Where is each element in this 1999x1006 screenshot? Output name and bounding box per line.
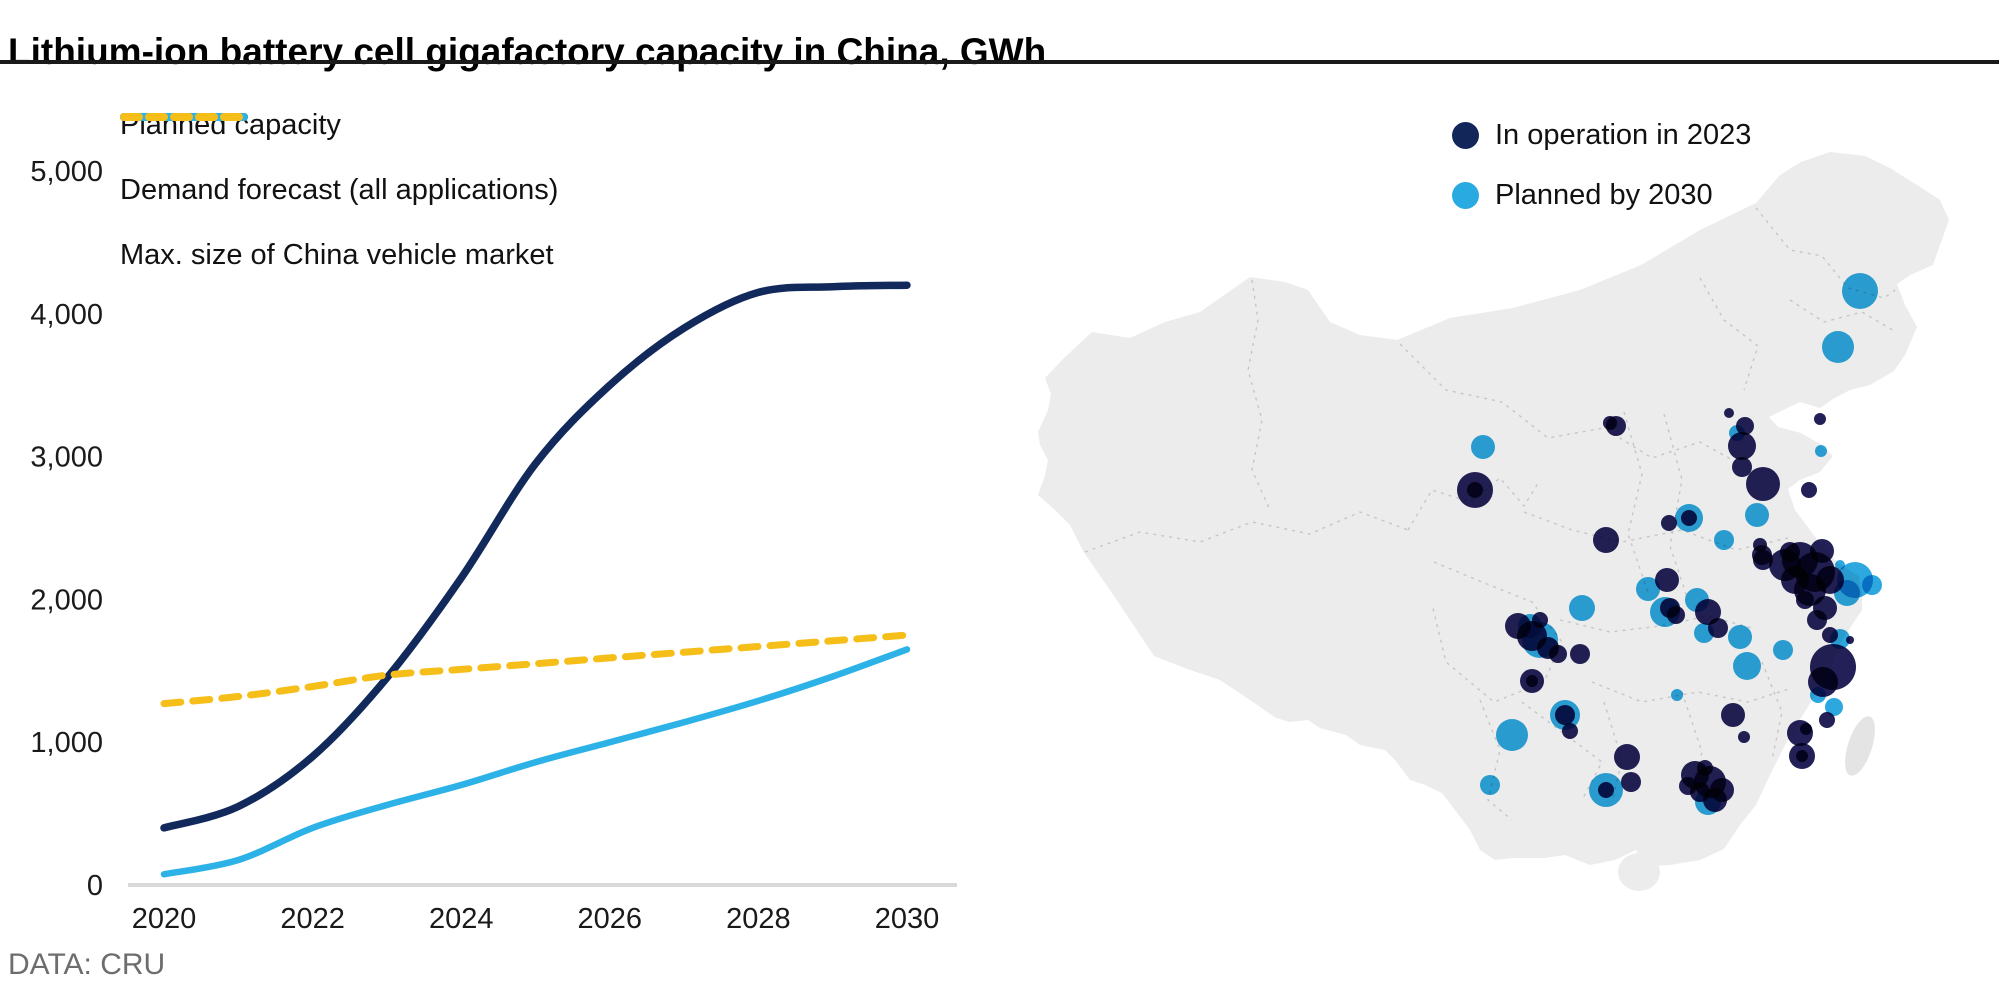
map-legend-label: In operation in 2023: [1495, 118, 1752, 151]
gigafactory-bubble: [1532, 612, 1548, 628]
china-outline: [1038, 152, 1949, 866]
y-axis-tick-label: 0: [87, 870, 103, 902]
max-vehicle-market-dash-swatch: [120, 113, 248, 121]
gigafactory-bubble: [1697, 760, 1713, 776]
x-axis-tick-label: 2020: [132, 903, 197, 935]
title-underline: [0, 60, 1999, 64]
gigafactory-bubble: [1562, 723, 1578, 739]
map-legend-label: Planned by 2030: [1495, 178, 1713, 211]
map-legend: In operation in 2023 Planned by 2030: [1452, 118, 1751, 238]
gigafactory-bubble: [1814, 413, 1826, 425]
gigafactory-bubble: [1695, 599, 1721, 625]
gigafactory-bubble: [1471, 435, 1495, 459]
y-axis-tick-label: 1,000: [30, 727, 103, 759]
gigafactory-bubble: [1773, 640, 1793, 660]
china-gigafactory-map: In operation in 2023 Planned by 2030: [1000, 60, 1999, 1006]
legend-label: Demand forecast (all applications): [120, 173, 559, 206]
chart-legend: Planned capacity Demand forecast (all ap…: [120, 109, 559, 305]
gigafactory-bubble: [1738, 731, 1750, 743]
line-chart-svg: 0 1,000 2,000 3,000 4,000 5,000 2020 2022 2024 20…: [30, 156, 957, 935]
gigafactory-bubble: [1671, 689, 1683, 701]
gigafactory-bubble: [1603, 416, 1617, 430]
chart-line-max-size-of-china-vehicle-market: [160, 631, 911, 708]
gigafactory-bubble: [1724, 408, 1734, 418]
gigafactory-bubble: [1752, 545, 1772, 565]
gigafactory-bubble: [1660, 598, 1680, 618]
chart-line-planned-capacity: [160, 281, 911, 832]
gigafactory-bubble: [1721, 703, 1745, 727]
gigafactory-bubble: [1815, 445, 1827, 457]
gigafactory-bubble: [1801, 482, 1817, 498]
gigafactory-bubble: [1496, 719, 1528, 751]
gigafactory-bubble: [1714, 530, 1734, 550]
gigafactory-bubble: [1825, 698, 1843, 716]
gigafactory-bubble: [1480, 775, 1500, 795]
gigafactory-bubble: [1570, 644, 1590, 664]
gigafactory-bubble: [1736, 417, 1754, 435]
gigafactory-bubble: [1681, 510, 1697, 526]
taiwan-island: [1845, 716, 1875, 776]
gigafactory-bubble: [1555, 705, 1575, 725]
gigafactory-bubble: [1846, 636, 1854, 644]
x-axis-tick-label: 2026: [578, 903, 643, 935]
gigafactory-bubble: [1728, 432, 1756, 460]
gigafactory-bubble: [1636, 577, 1660, 601]
gigafactory-bubble: [1661, 515, 1677, 531]
planned-dot-icon: [1452, 181, 1479, 209]
map-legend-item-planned: Planned by 2030: [1452, 178, 1751, 212]
gigafactory-bubble: [1621, 772, 1641, 792]
gigafactory-bubble: [1593, 527, 1619, 553]
gigafactory-bubble: [1746, 467, 1780, 501]
y-axis-tick-label: 2,000: [30, 584, 103, 616]
x-axis-tick-label: 2022: [280, 903, 345, 935]
china-map-svg: [1038, 152, 1949, 891]
gigafactory-bubble: [1728, 625, 1752, 649]
gigafactory-bubble: [1598, 782, 1614, 798]
data-source-note: DATA: CRU: [8, 948, 166, 981]
gigafactory-bubble: [1796, 591, 1814, 609]
gigafactory-bubble: [1819, 712, 1835, 728]
gigafactory-bubble: [1842, 273, 1878, 309]
chart-line-demand-forecast-all-applications: [160, 646, 911, 878]
gigafactory-bubble: [1614, 744, 1640, 770]
legend-label: Max. size of China vehicle market: [120, 238, 554, 271]
gigafactory-bubble: [1822, 331, 1854, 363]
gigafactory-bubble: [1796, 750, 1808, 762]
gigafactory-bubble: [1733, 652, 1761, 680]
x-axis-tick-label: 2030: [875, 903, 940, 935]
legend-item-max-vehicle-market: Max. size of China vehicle market: [120, 113, 558, 271]
gigafactory-bubble: [1780, 542, 1800, 562]
gigafactory-bubble: [1549, 645, 1567, 663]
operation-dot-icon: [1452, 121, 1479, 149]
bubbles-in-operation-2023: [1457, 408, 1856, 812]
gigafactory-bubble: [1569, 595, 1595, 621]
gigafactory-bubble: [1732, 457, 1752, 477]
y-axis-tick-label: 4,000: [30, 299, 103, 331]
y-axis-tick-label: 5,000: [30, 156, 103, 188]
gigafactory-bubble: [1800, 723, 1812, 735]
legend-item-demand-forecast: Demand forecast (all applications): [120, 113, 559, 206]
gigafactory-bubble: [1808, 667, 1838, 697]
gigafactory-bubble: [1822, 627, 1838, 643]
page-title: Lithium-ion battery cell gigafactory cap…: [8, 30, 1047, 72]
gigafactory-bubble: [1807, 610, 1827, 630]
x-axis-tick-label: 2028: [726, 903, 791, 935]
capacity-line-chart: 0 1,000 2,000 3,000 4,000 5,000 2020 2022 2024 20…: [0, 60, 1000, 1006]
gigafactory-bubble: [1703, 788, 1727, 812]
map-legend-item-operation: In operation in 2023: [1452, 118, 1751, 152]
gigafactory-bubble: [1745, 503, 1769, 527]
gigafactory-bubble: [1467, 482, 1483, 498]
gigafactory-bubble: [1862, 575, 1882, 595]
hainan-island: [1618, 853, 1660, 891]
gigafactory-bubble: [1835, 560, 1845, 570]
gigafactory-bubble: [1655, 568, 1679, 592]
gigafactory-bubble: [1679, 777, 1697, 795]
y-axis-tick-label: 3,000: [30, 442, 103, 474]
x-axis-tick-label: 2024: [429, 903, 494, 935]
gigafactory-bubble: [1526, 675, 1538, 687]
